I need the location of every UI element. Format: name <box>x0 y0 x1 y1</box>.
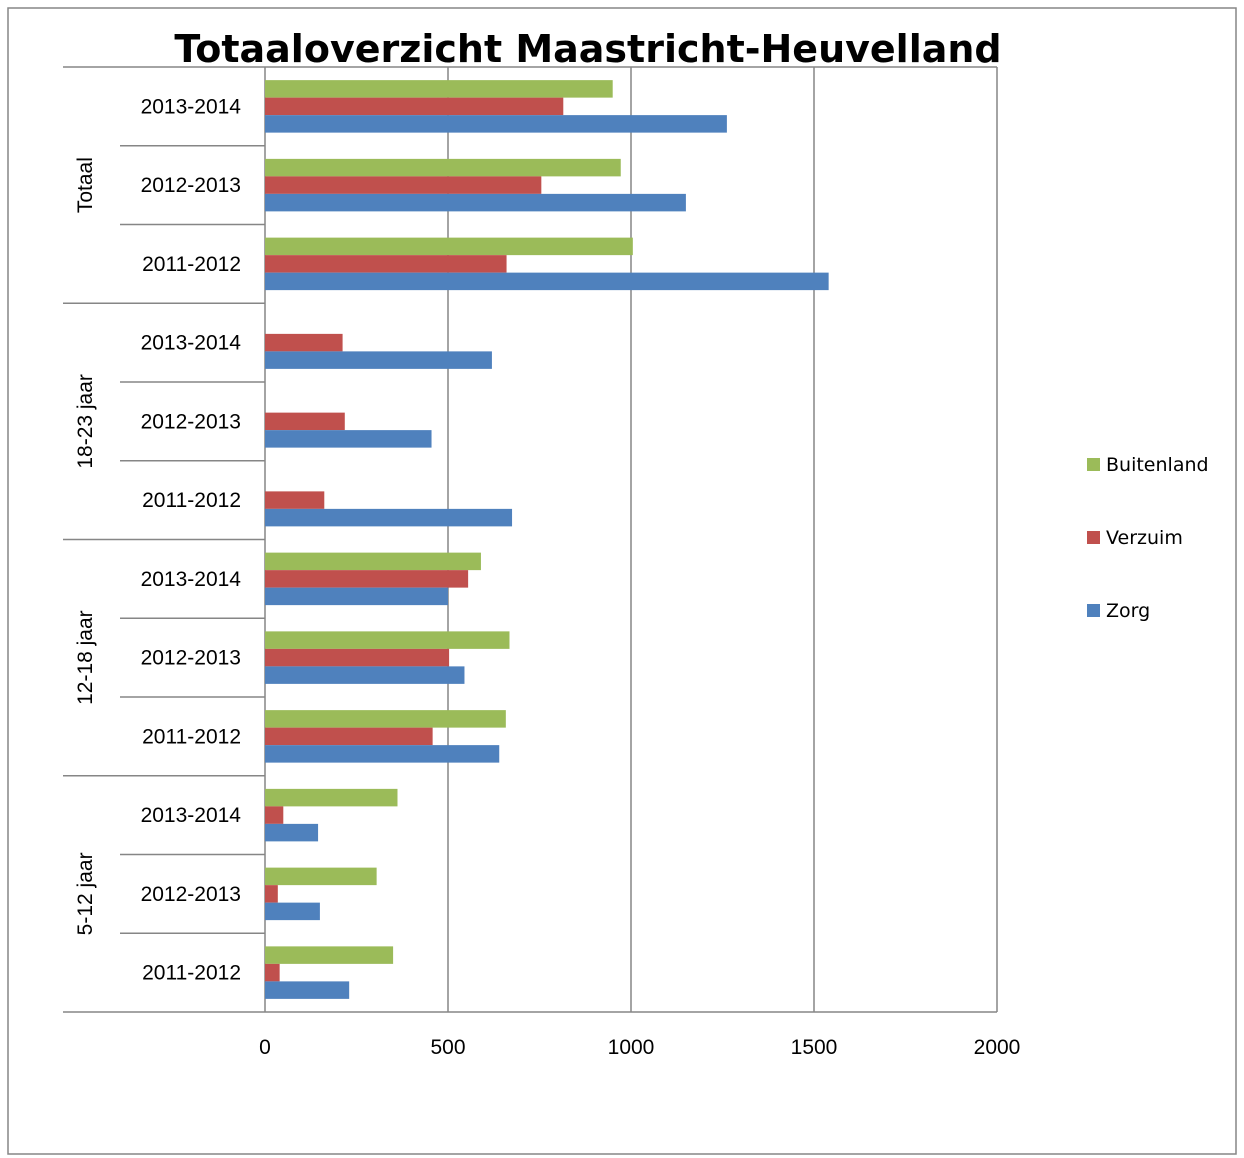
legend-label-zorg: Zorg <box>1106 600 1150 622</box>
bar-verzuim-2011-2012 <box>265 727 433 746</box>
legend-label-buitenland: Buitenland <box>1106 454 1209 476</box>
bar-buitenland-2011-2012 <box>265 237 633 256</box>
x-tick-label: 500 <box>430 1036 465 1059</box>
chart-title: Totaaloverzicht Maastricht-Heuvelland <box>174 27 1001 71</box>
bar-buitenland-2013-2014 <box>265 80 613 98</box>
bar-buitenland-2011-2012 <box>265 946 394 964</box>
legend-swatch-verzuim <box>1087 531 1100 544</box>
x-tick-label: 2000 <box>974 1036 1021 1059</box>
bar-verzuim-2013-2014 <box>265 333 343 352</box>
bar-zorg-2011-2012 <box>265 272 829 291</box>
bar-zorg-2012-2013 <box>265 666 465 684</box>
bar-zorg-2012-2013 <box>265 902 320 921</box>
x-tick-label: 0 <box>259 1036 271 1059</box>
x-tick-labels: 0 500 1000 1500 2000 <box>259 1036 1020 1059</box>
bar-buitenland-2013-2014 <box>265 788 398 807</box>
bar-zorg-2011-2012 <box>265 981 350 999</box>
group-label: 12-18 jaar <box>74 610 97 705</box>
category-label: 2012-2013 <box>141 174 241 197</box>
axis-lines <box>63 66 997 1013</box>
bar-zorg-2013-2014 <box>265 351 492 369</box>
bar-verzuim-2012-2013 <box>265 648 450 667</box>
gridlines <box>447 67 998 1012</box>
group-label: 18-23 jaar <box>74 374 97 469</box>
bar-zorg-2013-2014 <box>265 823 319 842</box>
bar-buitenland-2011-2012 <box>265 710 506 728</box>
bar-zorg-2012-2013 <box>265 193 686 212</box>
bar-verzuim-2013-2014 <box>265 806 284 824</box>
bar-zorg-2013-2014 <box>265 115 727 133</box>
bar-verzuim-2011-2012 <box>265 491 325 509</box>
bar-verzuim-2013-2014 <box>265 570 469 588</box>
x-tick-label: 1000 <box>608 1036 655 1059</box>
category-label: 2012-2013 <box>141 410 241 433</box>
legend-swatch-buitenland <box>1087 458 1100 471</box>
bar-buitenland-2012-2013 <box>265 631 510 649</box>
category-label: 2011-2012 <box>142 962 241 985</box>
group-labels: 5-12 jaar 12-18 jaar 18-23 jaar Totaal <box>74 157 97 935</box>
category-label: 2011-2012 <box>142 489 241 512</box>
category-label: 2011-2012 <box>142 253 241 276</box>
bar-zorg-2013-2014 <box>265 587 448 606</box>
category-label: 2013-2014 <box>141 332 242 355</box>
legend: Buitenland Verzuim Zorg <box>1087 454 1209 622</box>
bar-verzuim-2012-2013 <box>265 885 278 903</box>
category-label: 2012-2013 <box>141 647 241 670</box>
bar-verzuim-2011-2012 <box>265 963 280 982</box>
category-label: 2013-2014 <box>141 568 242 591</box>
bar-verzuim-2013-2014 <box>265 97 564 116</box>
category-label: 2011-2012 <box>142 725 241 748</box>
bar-zorg-2011-2012 <box>265 508 513 527</box>
category-label: 2013-2014 <box>141 95 242 118</box>
bar-verzuim-2012-2013 <box>265 412 345 431</box>
category-label: 2013-2014 <box>141 804 242 827</box>
bar-verzuim-2011-2012 <box>265 255 507 273</box>
bars <box>265 80 829 999</box>
group-label: 5-12 jaar <box>74 852 97 935</box>
category-label: 2012-2013 <box>141 883 241 906</box>
legend-swatch-zorg <box>1087 604 1100 617</box>
category-labels: 2011-2012 2012-2013 2013-2014 2011-2012 2012… <box>141 95 242 984</box>
bar-zorg-2012-2013 <box>265 430 432 448</box>
bar-zorg-2011-2012 <box>265 745 500 763</box>
bar-verzuim-2012-2013 <box>265 176 542 194</box>
bar-buitenland-2012-2013 <box>265 158 621 177</box>
x-tick-label: 1500 <box>791 1036 838 1059</box>
bar-buitenland-2013-2014 <box>265 552 481 571</box>
group-label: Totaal <box>74 157 97 213</box>
bar-buitenland-2012-2013 <box>265 867 377 886</box>
legend-label-verzuim: Verzuim <box>1106 527 1183 549</box>
